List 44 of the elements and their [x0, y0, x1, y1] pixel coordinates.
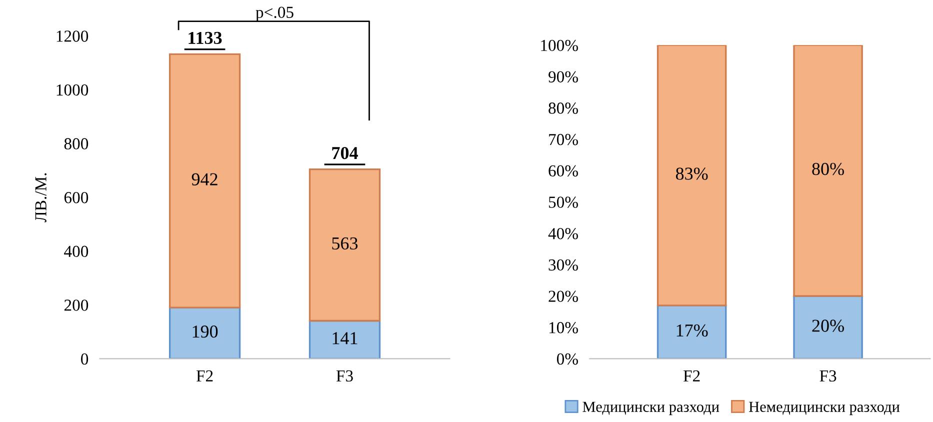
data-label: 190: [192, 325, 218, 338]
text: p<.05: [256, 6, 294, 22]
y-tick-label: 600: [64, 192, 88, 204]
data-label: 80%: [812, 162, 844, 176]
x-tick-label: F2: [684, 370, 700, 382]
y-tick-label: 100%: [541, 40, 578, 52]
y-tick-label: 400: [64, 246, 88, 258]
y-tick-label: 1000: [56, 84, 88, 96]
bar: [168, 53, 241, 308]
data-label: 20%: [812, 320, 844, 332]
bar: [793, 45, 863, 297]
y-tick-label: 0%: [556, 353, 578, 365]
bar: [793, 295, 863, 359]
y-tick-label: 800: [64, 138, 88, 150]
y-tick-label: 200: [64, 300, 88, 311]
y-tick-label: 10%: [549, 322, 578, 334]
y-tick-label: 60%: [548, 165, 578, 177]
x-tick-label: F3: [820, 370, 836, 382]
legend-label: Медицински разходи: [582, 402, 720, 416]
data-label: 17%: [676, 324, 708, 337]
data-label: 563: [332, 237, 358, 250]
x-tick-label: F2: [196, 370, 213, 382]
y-tick-label: 50%: [548, 196, 578, 208]
data-label: 83%: [676, 168, 708, 180]
y-tick-label: 90%: [548, 71, 578, 83]
bar: [656, 45, 727, 306]
total-label: 704: [332, 147, 358, 160]
y-tick-label: 0: [81, 353, 88, 365]
bar: [168, 306, 241, 359]
y-tick-label: 70%: [549, 134, 578, 146]
y-tick-label: 1200: [56, 30, 88, 42]
bar: [308, 168, 381, 322]
bar: [656, 304, 727, 359]
x-tick-label: F3: [336, 370, 353, 382]
data-label: 942: [192, 173, 218, 186]
y-axis-title: ЛВ./М.: [35, 173, 47, 222]
data-label: 141: [332, 332, 358, 344]
total-label: 1133: [188, 32, 222, 44]
y-tick-label: 20%: [548, 290, 578, 302]
y-tick-label: 40%: [548, 228, 578, 240]
legend-label: Немедицински разходи: [748, 402, 900, 416]
y-tick-label: 80%: [548, 102, 578, 114]
y-tick-label: 30%: [548, 259, 578, 271]
bar: [308, 320, 381, 359]
